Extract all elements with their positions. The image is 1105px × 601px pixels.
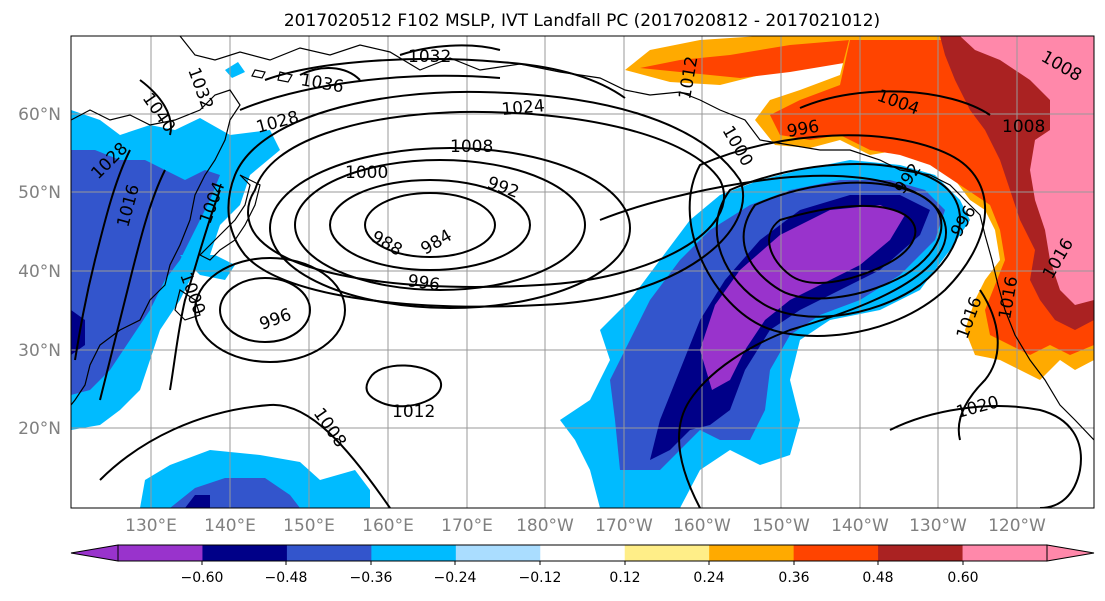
colorbar-tick-label: −0.12: [519, 570, 562, 586]
lon-label: 160°E: [362, 516, 414, 536]
lon-label: 180°W: [516, 516, 574, 536]
contour-996-low: [219, 277, 311, 343]
contour-1032: [399, 44, 501, 56]
mslp-contours: [74, 44, 1082, 508]
colorbar-segment: [455, 545, 541, 561]
contour-996-e: [715, 163, 961, 318]
contour-1016: [99, 169, 166, 401]
contour-1000-e: [688, 134, 986, 337]
lat-label: 20°N: [18, 419, 61, 439]
map-frame: [70, 35, 1095, 509]
contour-988: [329, 179, 531, 271]
colorbar-tick-label: 0.48: [862, 570, 893, 586]
colorbar-tick-label: 0.12: [609, 570, 640, 586]
colorbar-segment: [118, 545, 204, 561]
colorbar-segment: [709, 545, 795, 561]
colorbar-max-extend: [1046, 544, 1095, 562]
contour-1012-isle: [365, 364, 443, 408]
lon-label: 130°E: [125, 516, 177, 536]
lon-label: 170°E: [441, 516, 493, 536]
colorbar-tick-label: −0.36: [350, 570, 393, 586]
map-title: 2017020512 F102 MSLP, IVT Landfall PC (2…: [284, 11, 880, 31]
contour-label: 1032: [408, 47, 451, 67]
lon-label: 140°W: [831, 516, 889, 536]
colorbar-tick-label: −0.48: [265, 570, 308, 586]
lat-label: 50°N: [18, 183, 61, 203]
lon-label: 130°W: [909, 516, 967, 536]
contour-984: [364, 192, 496, 258]
colorbar-segment: [793, 545, 879, 561]
lon-label: 160°W: [673, 516, 731, 536]
contour-1008-e: [599, 174, 947, 508]
coastlines: [71, 36, 1094, 441]
contour-1020: [239, 74, 501, 111]
colorbar-min-extend: [70, 544, 119, 562]
contour-1004-w: [169, 189, 221, 391]
colorbar-segment: [202, 545, 288, 561]
colorbar-tick-label: −0.24: [434, 570, 477, 586]
colorbar-tick-label: −0.60: [181, 570, 224, 586]
contour-label: 1024: [501, 96, 546, 120]
contour-992: [294, 159, 586, 291]
colorbar-segment: [286, 545, 372, 561]
colorbar-tick-labels: −0.60 −0.48 −0.36 −0.24 −0.12 0.12 0.24 …: [181, 570, 979, 586]
colorbar-segment: [540, 545, 626, 561]
colorbar-tick-label: 0.36: [778, 570, 809, 586]
lat-label: 30°N: [18, 341, 61, 361]
colorbar-boxes: [117, 544, 1048, 562]
contour-label: 1008: [450, 137, 493, 157]
latitude-labels: 60°N 50°N 40°N 30°N 20°N: [18, 105, 61, 439]
contour-1016-w: [957, 289, 999, 441]
lon-label: 150°W: [752, 516, 810, 536]
lon-label: 120°W: [988, 516, 1046, 536]
longitude-labels: 130°E 140°E 150°E 160°E 170°E 180°W 170°…: [125, 516, 1046, 536]
contour-label: 996: [406, 271, 441, 295]
contour-1024: [264, 58, 626, 99]
contour-1040: [139, 79, 172, 136]
contour-label: 1008: [1002, 117, 1045, 137]
colorbar-segment: [878, 545, 964, 561]
contour-1004: [227, 90, 745, 308]
colorbar-ticks: [201, 561, 964, 565]
contour-992-e: [742, 181, 943, 300]
lon-label: 170°W: [595, 516, 653, 536]
contour-1004-n: [799, 90, 991, 116]
colorbar-segment: [624, 545, 710, 561]
contour-1020-e: [889, 405, 1082, 508]
contour-988-e: [768, 204, 917, 284]
contour-label: 1000: [345, 163, 388, 183]
lon-label: 150°E: [283, 516, 335, 536]
contour-996: [269, 147, 631, 309]
lon-label: 140°E: [204, 516, 256, 536]
contour-1008-s: [99, 403, 391, 508]
colorbar-tick-label: 0.24: [693, 570, 724, 586]
graticule: [71, 36, 1094, 508]
colorbar: −0.60 −0.48 −0.36 −0.24 −0.12 0.12 0.24 …: [70, 544, 1095, 586]
contour-label: 1012: [392, 402, 435, 422]
map-area: 1032 1036 1040 1032 1028 1024 1008 1000 …: [71, 36, 1094, 508]
lat-label: 60°N: [18, 105, 61, 125]
colorbar-segment: [962, 545, 1048, 561]
contour-1028: [74, 149, 131, 361]
colorbar-tick-label: 0.60: [947, 570, 978, 586]
colorbar-segment: [371, 545, 457, 561]
contour-1036: [299, 67, 361, 81]
contour-1000-low: [194, 257, 346, 363]
lat-label: 40°N: [18, 262, 61, 282]
